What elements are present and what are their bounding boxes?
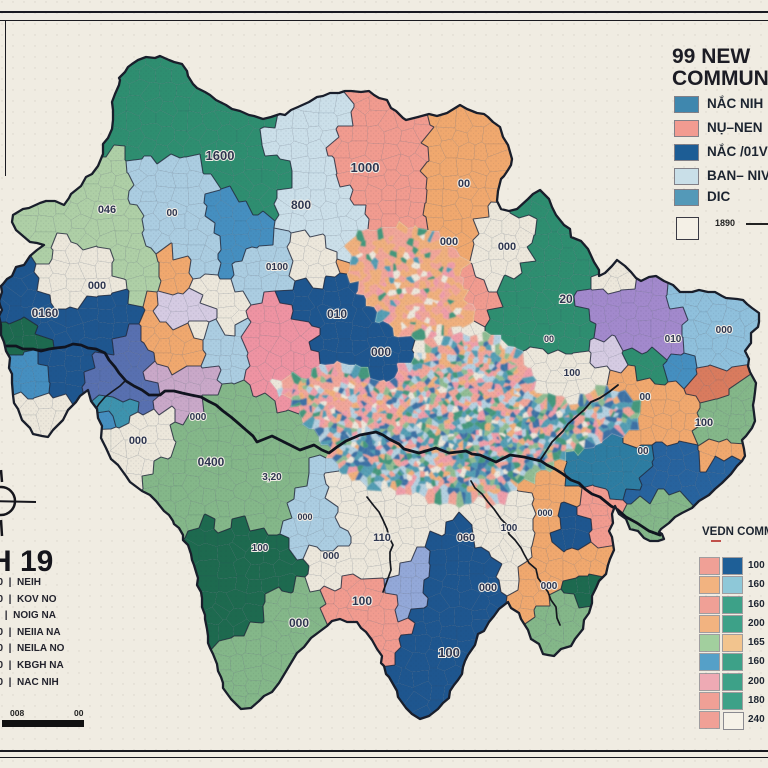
svg-text:000: 000 — [129, 435, 147, 447]
svg-text:1000: 1000 — [351, 160, 380, 175]
svg-text:0100: 0100 — [266, 262, 289, 273]
svg-text:000: 000 — [190, 412, 207, 423]
svg-text:000: 000 — [537, 508, 552, 518]
svg-text:100: 100 — [695, 417, 713, 429]
svg-text:800: 800 — [291, 198, 311, 212]
svg-text:1600: 1600 — [206, 148, 235, 163]
svg-text:000: 000 — [371, 345, 391, 359]
svg-text:010: 010 — [665, 334, 682, 345]
svg-text:100: 100 — [438, 645, 460, 660]
svg-text:0400: 0400 — [198, 455, 225, 469]
svg-text:100: 100 — [501, 523, 518, 534]
svg-text:20: 20 — [559, 292, 573, 306]
svg-text:00: 00 — [458, 178, 470, 190]
svg-text:000: 000 — [440, 236, 458, 248]
svg-text:000: 000 — [479, 582, 497, 594]
svg-text:046: 046 — [98, 204, 116, 216]
svg-text:100: 100 — [564, 368, 581, 379]
svg-text:010: 010 — [327, 307, 347, 321]
svg-text:100: 100 — [252, 543, 269, 554]
svg-text:000: 000 — [541, 581, 558, 592]
svg-text:100: 100 — [352, 594, 372, 608]
svg-text:00: 00 — [637, 446, 649, 457]
svg-text:000: 000 — [498, 241, 516, 253]
svg-text:000: 000 — [289, 616, 309, 630]
svg-text:110: 110 — [373, 532, 391, 544]
svg-text:00: 00 — [166, 208, 178, 219]
svg-text:00: 00 — [544, 334, 554, 344]
svg-text:000: 000 — [297, 512, 312, 522]
svg-text:3,20: 3,20 — [262, 472, 282, 483]
svg-text:060: 060 — [457, 532, 475, 544]
svg-text:00: 00 — [639, 392, 651, 403]
svg-text:0160: 0160 — [32, 306, 59, 320]
svg-text:000: 000 — [716, 325, 733, 336]
svg-text:000: 000 — [88, 280, 106, 292]
svg-text:000: 000 — [323, 551, 340, 562]
